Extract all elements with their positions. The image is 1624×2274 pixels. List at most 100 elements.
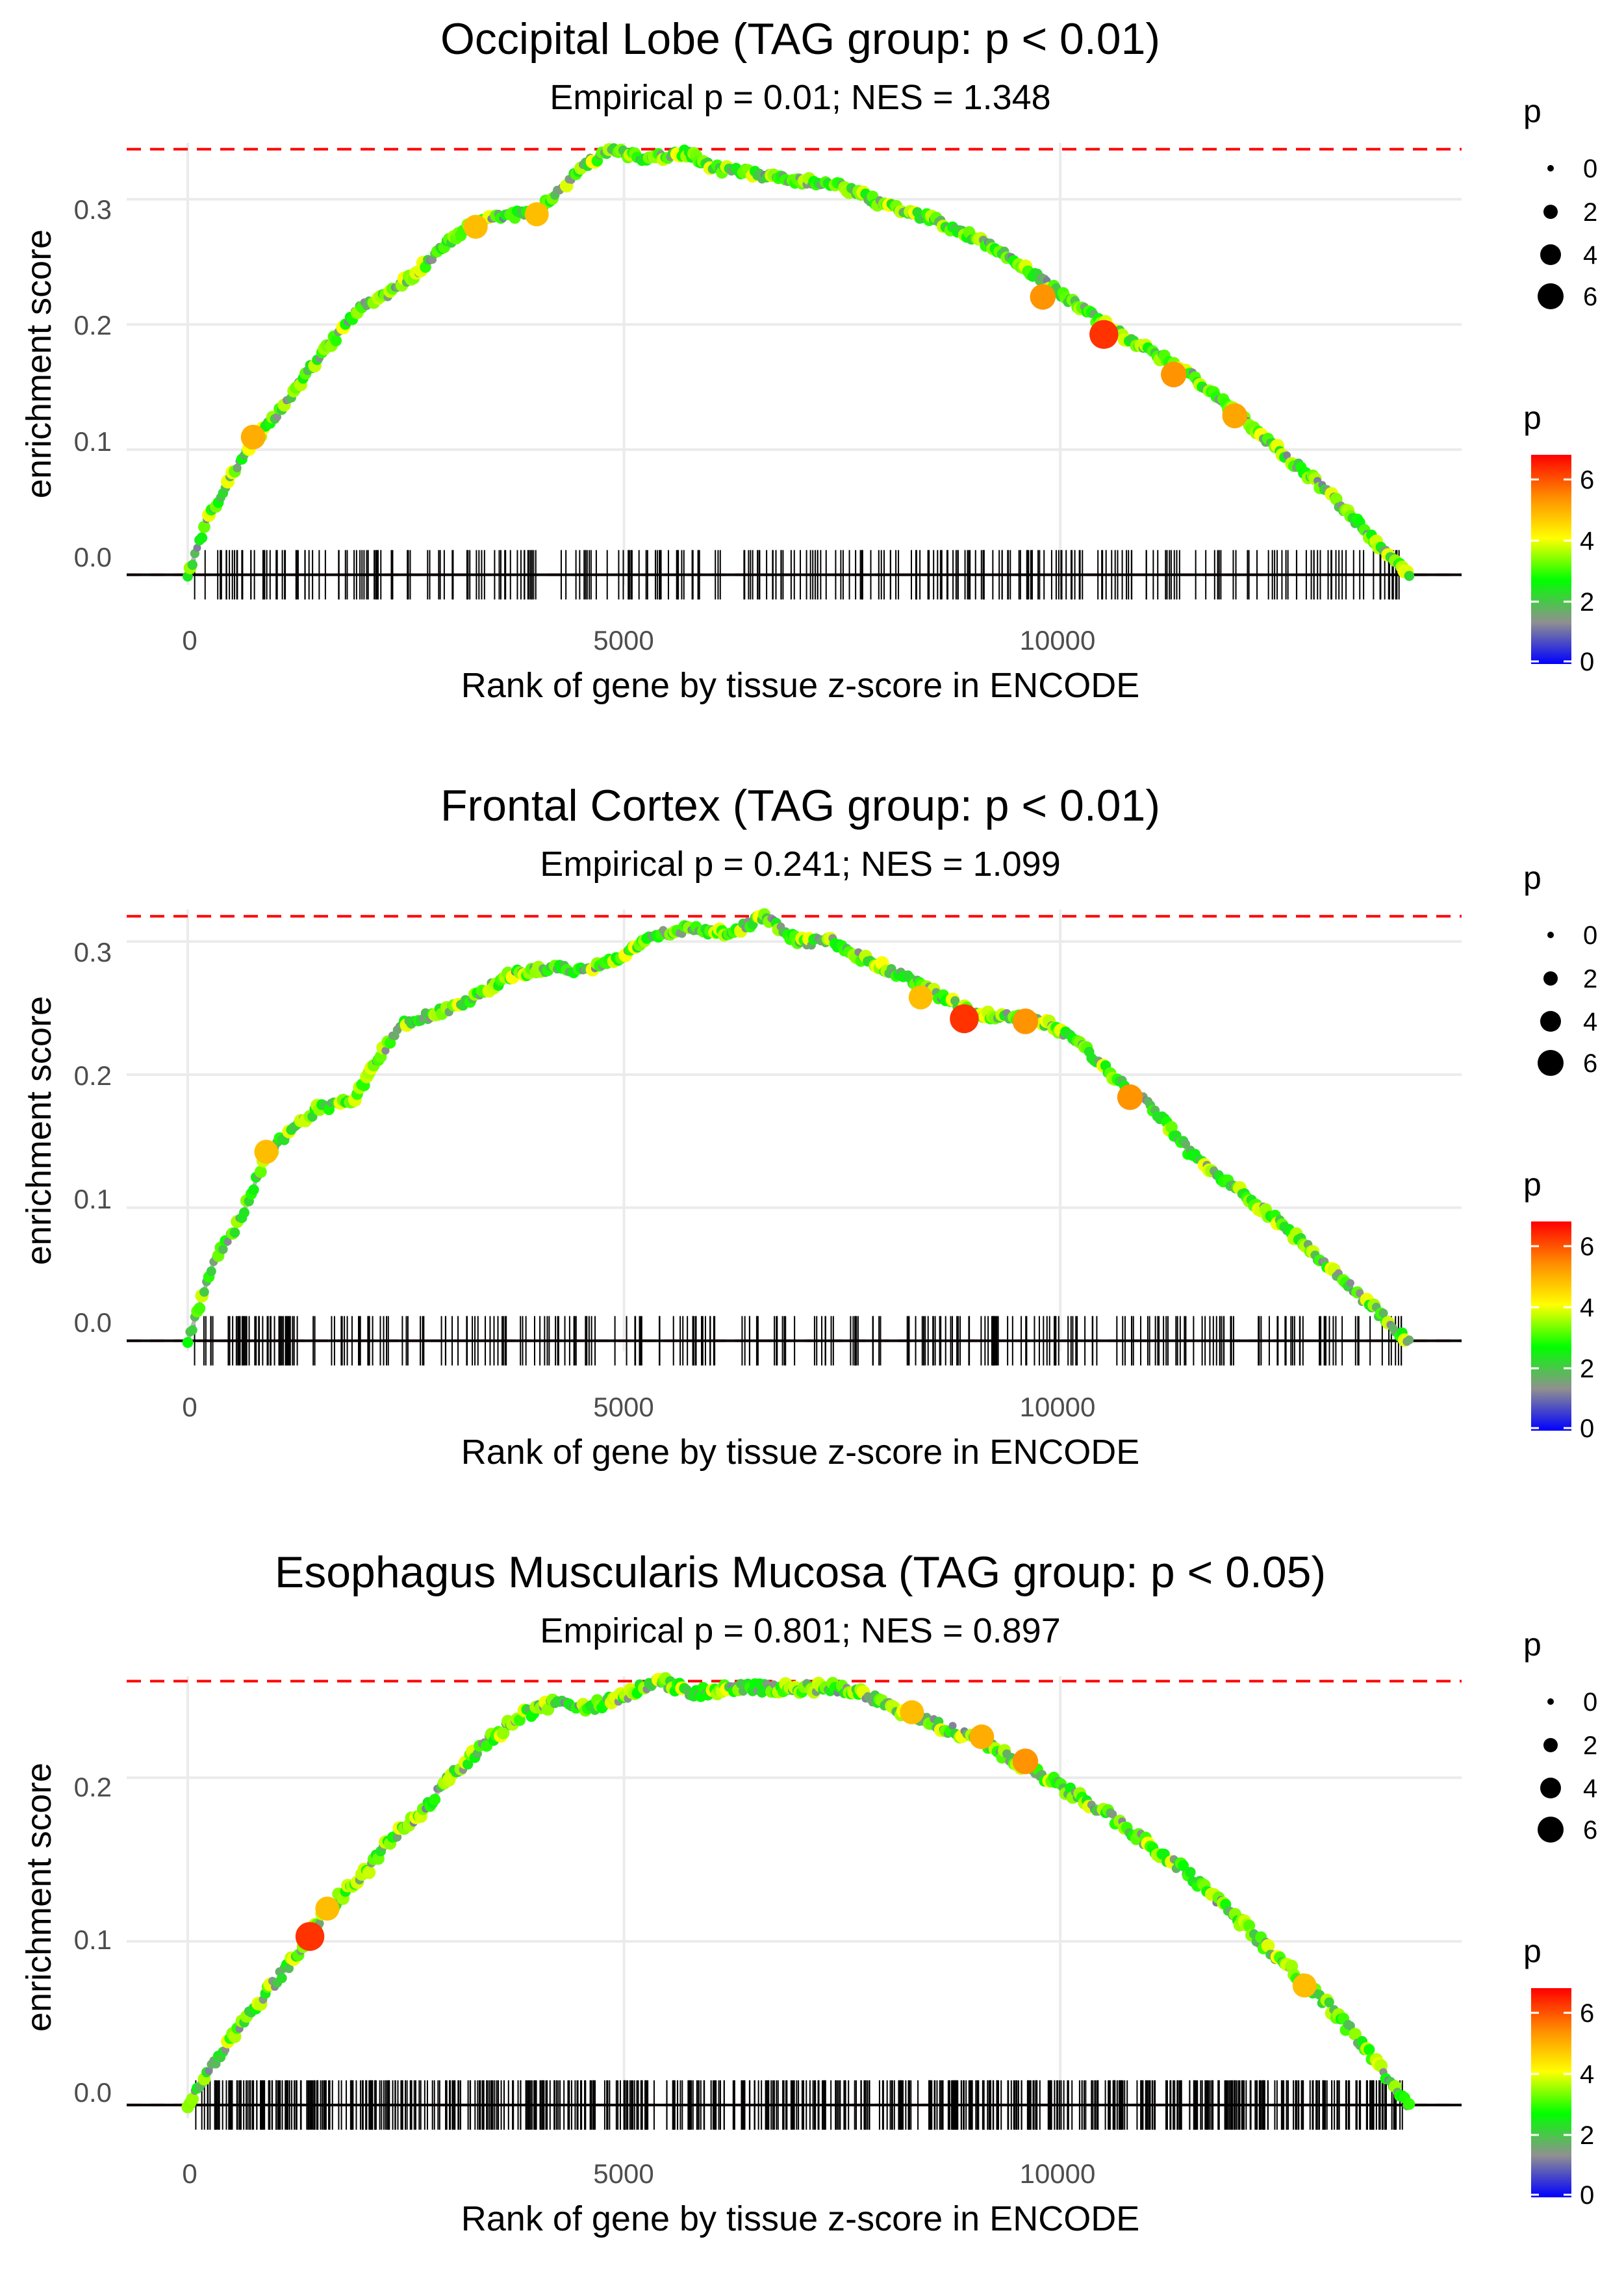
es-point <box>1185 1867 1196 1878</box>
panel-title: Esophagus Muscularis Mucosa (TAG group: … <box>275 1548 1326 1597</box>
es-highlight-point <box>1292 1973 1317 1998</box>
colorbar-label: 6 <box>1580 1999 1594 2028</box>
es-point <box>1108 1809 1117 1819</box>
colorbar-label: 0 <box>1580 1414 1594 1443</box>
x-axis-title: Rank of gene by tissue z-score in ENCODE <box>461 666 1139 705</box>
x-tick-label: 5000 <box>593 1392 653 1422</box>
es-point <box>198 520 210 533</box>
es-point <box>1283 451 1291 459</box>
colorbar-label: 6 <box>1580 466 1594 494</box>
size-legend-label: 6 <box>1583 1816 1597 1845</box>
color-legend-title: p <box>1523 1933 1542 1969</box>
es-highlight-point <box>1117 1084 1143 1110</box>
es-highlight-point <box>900 1700 924 1724</box>
x-tick-label: 0 <box>182 2158 197 2189</box>
es-point <box>229 1227 240 1238</box>
y-tick-label: 0.2 <box>74 1060 112 1091</box>
color-legend: p 6 4 2 0 <box>1523 1933 1594 2210</box>
es-point <box>1261 1939 1275 1953</box>
x-tick-label: 5000 <box>593 2158 653 2189</box>
size-legend-dot <box>1543 971 1558 986</box>
size-legend-label: 2 <box>1583 965 1597 993</box>
y-axis-title: enrichment score <box>19 996 58 1265</box>
es-point <box>284 1963 294 1973</box>
es-highlight-point <box>240 424 266 450</box>
colorbar-label: 2 <box>1580 588 1594 617</box>
panel-subtitle: Empirical p = 0.801; NES = 0.897 <box>540 1611 1060 1650</box>
size-legend: p 0 2 4 6 <box>1523 1626 1597 1845</box>
x-tick-label: 10000 <box>1020 2158 1096 2189</box>
es-point <box>248 1184 259 1195</box>
panel-2: Esophagus Muscularis Mucosa (TAG group: … <box>19 1548 1597 2238</box>
colorbar-label: 4 <box>1580 1294 1594 1322</box>
es-point <box>277 1973 287 1984</box>
size-legend: p 0 2 4 6 <box>1523 93 1597 311</box>
y-tick-label: 0.3 <box>74 194 112 225</box>
panel-title: Occipital Lobe (TAG group: p < 0.01) <box>440 14 1160 64</box>
size-legend: p 0 2 4 6 <box>1523 860 1597 1078</box>
y-tick-label: 0.0 <box>74 2077 112 2108</box>
es-highlight-point <box>950 1004 979 1034</box>
colorbar-label: 2 <box>1580 1355 1594 1383</box>
es-point <box>194 1302 206 1314</box>
es-point <box>211 2059 221 2069</box>
es-highlight-point <box>295 1922 325 1951</box>
es-point <box>187 1325 197 1335</box>
es-highlight-point <box>969 1724 995 1750</box>
y-axis-title: enrichment score <box>19 1763 58 2032</box>
colorbar-label: 0 <box>1580 2181 1594 2210</box>
es-curve <box>186 913 1411 1342</box>
y-tick-label: 0.0 <box>74 1307 112 1338</box>
panel-subtitle: Empirical p = 0.241; NES = 1.099 <box>540 845 1060 884</box>
y-tick-label: 0.1 <box>74 426 112 457</box>
colorbar-label: 0 <box>1580 648 1594 676</box>
es-point <box>463 1759 474 1770</box>
es-highlight-point <box>524 202 549 227</box>
size-legend-label: 0 <box>1583 155 1597 183</box>
es-point <box>1324 1997 1334 2008</box>
y-tick-label: 0.2 <box>74 1772 112 1802</box>
size-legend-dot <box>1538 1817 1564 1843</box>
panel-subtitle: Empirical p = 0.01; NES = 1.348 <box>550 78 1050 117</box>
es-point <box>199 1287 209 1297</box>
y-tick-label: 0.3 <box>74 937 112 967</box>
es-curve <box>186 147 1411 576</box>
es-highlight-point <box>1012 1748 1039 1774</box>
es-point <box>948 1722 957 1730</box>
colorbar <box>1531 1988 1571 2197</box>
colorbar <box>1531 1221 1571 1431</box>
es-point <box>1404 570 1415 581</box>
size-legend-label: 4 <box>1583 241 1597 270</box>
es-highlight-point <box>1089 320 1119 349</box>
es-point <box>541 1703 555 1716</box>
es-point <box>223 1238 232 1246</box>
x-tick-label: 10000 <box>1020 1392 1096 1422</box>
size-legend-dot <box>1540 244 1561 265</box>
size-legend-label: 4 <box>1583 1774 1597 1803</box>
es-point <box>362 1865 376 1880</box>
es-point <box>513 1714 526 1726</box>
es-point <box>1345 2021 1355 2031</box>
plot-area <box>127 908 1462 1366</box>
size-legend-title: p <box>1523 93 1542 129</box>
es-point <box>384 1037 396 1049</box>
color-legend-title: p <box>1523 1166 1542 1203</box>
panel-1: Frontal Cortex (TAG group: p < 0.01) Emp… <box>19 781 1597 1472</box>
es-point <box>429 1793 441 1806</box>
es-point <box>1346 1279 1354 1287</box>
es-highlight-point <box>315 1897 340 1921</box>
size-legend-label: 0 <box>1583 1688 1597 1717</box>
colorbar-label: 2 <box>1580 2121 1594 2150</box>
es-point <box>239 1207 249 1218</box>
size-legend-label: 2 <box>1583 198 1597 227</box>
x-tick-label: 0 <box>182 1392 197 1422</box>
es-point <box>196 532 208 544</box>
es-point <box>193 544 201 552</box>
color-legend: p 6 4 2 0 <box>1523 400 1594 676</box>
x-tick-label: 0 <box>182 625 197 656</box>
es-highlight-point <box>1222 403 1248 429</box>
es-point <box>182 1336 194 1348</box>
size-legend-title: p <box>1523 1626 1542 1663</box>
size-legend-dot <box>1543 1738 1558 1752</box>
size-legend-label: 4 <box>1583 1008 1597 1036</box>
